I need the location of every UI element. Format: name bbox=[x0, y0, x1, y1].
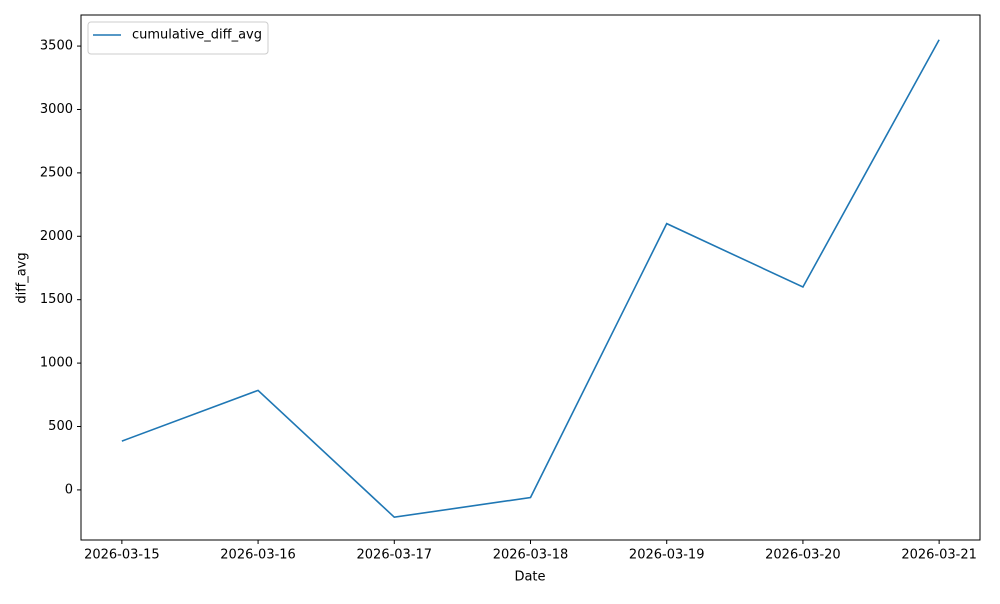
y-axis-label: diff_avg bbox=[15, 252, 30, 303]
y-tick-label: 3000 bbox=[40, 102, 73, 117]
x-tick-label: 2026-03-15 bbox=[84, 548, 160, 563]
y-tick-label: 0 bbox=[65, 482, 73, 497]
y-tick-label: 2500 bbox=[40, 165, 73, 180]
y-tick-label: 1500 bbox=[40, 292, 73, 307]
x-axis-label: Date bbox=[514, 570, 545, 585]
y-tick-label: 500 bbox=[48, 419, 73, 434]
y-tick-label: 3500 bbox=[40, 39, 73, 54]
x-tick-label: 2026-03-19 bbox=[629, 548, 705, 563]
x-tick-label: 2026-03-16 bbox=[220, 548, 296, 563]
x-tick-label: 2026-03-17 bbox=[357, 548, 433, 563]
x-tick-label: 2026-03-18 bbox=[493, 548, 569, 563]
data-line bbox=[121, 39, 940, 519]
x-tick-label: 2026-03-21 bbox=[901, 548, 977, 563]
x-tick-label: 2026-03-20 bbox=[765, 548, 841, 563]
plot-frame bbox=[80, 14, 981, 541]
y-tick-label: 1000 bbox=[40, 356, 73, 371]
legend-label: cumulative_diff_avg bbox=[132, 28, 262, 43]
y-tick-label: 2000 bbox=[40, 229, 73, 244]
legend-box bbox=[87, 21, 269, 55]
